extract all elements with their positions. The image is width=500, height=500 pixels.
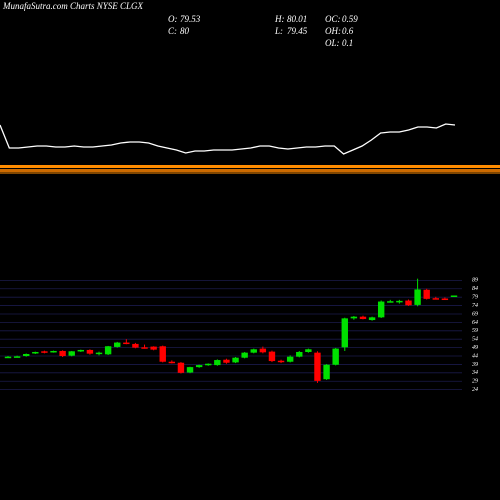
candle-body <box>414 289 421 305</box>
y-tick-label: 24 <box>472 386 478 393</box>
y-tick-label: 54 <box>472 336 478 343</box>
y-tick-label: 74 <box>472 302 478 309</box>
candle-body <box>104 346 112 355</box>
candle-body <box>332 348 339 365</box>
candle-body <box>13 356 21 358</box>
info-label: L: <box>274 26 283 36</box>
candle-body <box>186 367 194 373</box>
info-label: OC: <box>325 14 341 24</box>
candle-body <box>396 300 403 303</box>
y-tick-label: 39 <box>471 362 478 368</box>
candle-body <box>296 351 303 357</box>
candle-body <box>59 350 66 357</box>
candle-body <box>205 363 212 366</box>
candle-body <box>250 349 257 353</box>
y-tick-label: 34 <box>471 369 478 376</box>
candle-body <box>259 348 267 353</box>
band <box>0 169 500 172</box>
candle-body <box>177 362 185 373</box>
info-value: 0.1 <box>342 38 353 48</box>
y-tick-label: 59 <box>472 328 478 334</box>
candle-body <box>432 298 439 300</box>
info-value: 0.59 <box>342 14 358 24</box>
candle-body <box>159 346 166 362</box>
candle-body <box>195 365 203 368</box>
info-value: 80 <box>180 26 190 36</box>
candle-body <box>341 318 348 348</box>
info-value: 0.6 <box>342 26 354 36</box>
candle-body <box>405 300 412 306</box>
candle-body <box>441 298 449 301</box>
candle-body <box>314 352 321 381</box>
info-value: 80.01 <box>287 14 307 24</box>
candle-body <box>41 351 48 353</box>
candle-body <box>50 350 57 353</box>
y-tick-label: 89 <box>472 278 478 284</box>
candle-body <box>241 352 248 358</box>
candle-body <box>368 317 376 321</box>
candle-body <box>214 360 221 366</box>
candle-body <box>223 359 230 363</box>
candle-body <box>132 343 139 348</box>
candle-body <box>232 357 239 363</box>
candle-body <box>377 301 385 318</box>
candle-body <box>168 361 176 364</box>
candle-body <box>423 289 430 299</box>
y-tick-label: 64 <box>472 319 478 326</box>
band <box>0 165 500 168</box>
info-label: H: <box>274 14 285 24</box>
candle-body <box>114 342 121 347</box>
candle-body <box>268 351 276 362</box>
y-tick-label: 29 <box>472 379 478 385</box>
candle-body <box>350 316 358 319</box>
candle-body <box>32 351 39 354</box>
y-tick-label: 79 <box>472 295 478 301</box>
candle-body <box>323 364 330 380</box>
indicator-line <box>0 123 456 155</box>
candle-body <box>86 349 94 354</box>
chart-title: MunafaSutra.com Charts NYSE CLGX <box>2 1 144 11</box>
y-tick-label: 44 <box>472 352 478 359</box>
candle-body <box>123 342 130 345</box>
candle-body <box>286 356 294 362</box>
candle-body <box>23 353 30 357</box>
y-tick-label: 84 <box>472 285 478 292</box>
info-label: O: <box>168 14 178 24</box>
candle-body <box>4 356 12 359</box>
y-tick-label: 49 <box>472 344 478 351</box>
candle-body <box>277 360 285 363</box>
info-label: C: <box>168 26 177 36</box>
info-label: OH: <box>325 26 341 36</box>
candle-body <box>305 349 312 352</box>
y-tick-label: 69 <box>472 311 478 317</box>
info-label: OL: <box>325 38 340 48</box>
candle-body <box>68 351 75 356</box>
info-value: 79.53 <box>180 14 201 24</box>
candle-body <box>141 347 148 349</box>
candle-body <box>450 295 458 297</box>
candle-body <box>95 352 103 355</box>
info-value: 79.45 <box>287 26 308 36</box>
candle-body <box>77 349 85 352</box>
candle-body <box>387 301 394 303</box>
candle-body <box>359 316 367 320</box>
candle-body <box>150 346 157 350</box>
